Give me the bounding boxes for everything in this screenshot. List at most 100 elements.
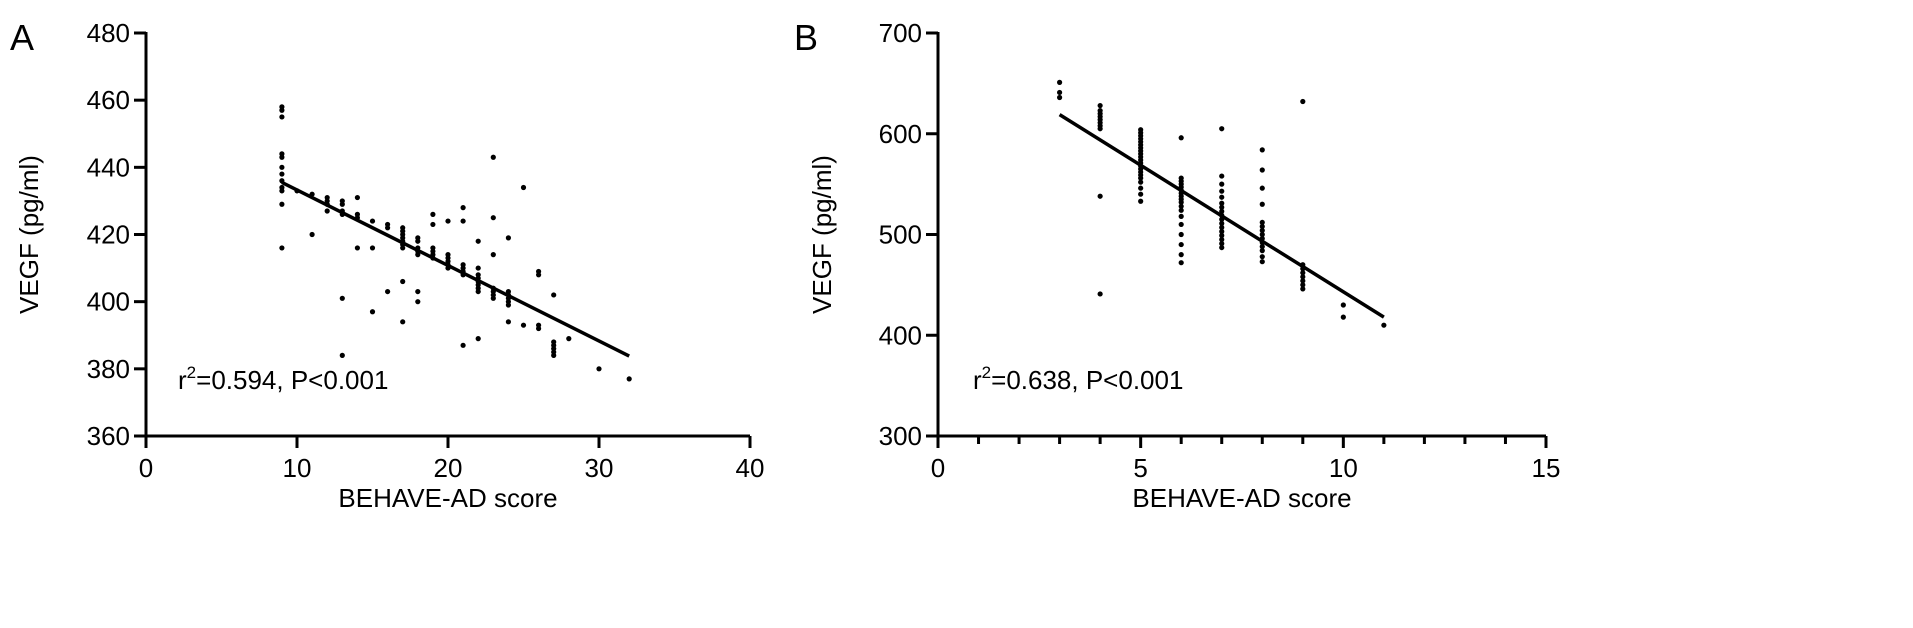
data-point [1219, 236, 1225, 243]
data-point [1219, 188, 1225, 194]
data-point [385, 225, 391, 231]
data-point [1178, 199, 1184, 205]
x-axis-label: BEHAVE-AD score [1132, 483, 1351, 513]
data-point [279, 188, 285, 194]
data-point [1097, 291, 1103, 297]
data-point [1057, 79, 1063, 85]
stats-text: =0.594, P<0.001 [196, 365, 388, 395]
y-tick-label: 380 [87, 354, 130, 384]
data-point [460, 342, 466, 348]
data-point [566, 336, 572, 342]
data-point [1219, 220, 1225, 227]
data-point [520, 322, 527, 328]
data-point [279, 107, 285, 113]
y-tick-label: 500 [879, 220, 922, 250]
panel-label: A [10, 17, 34, 58]
data-point [279, 164, 285, 170]
r-symbol: r [973, 365, 982, 395]
data-point [1340, 314, 1346, 320]
y-tick-label: 440 [87, 152, 130, 182]
data-point [1178, 207, 1184, 213]
data-point [490, 154, 496, 160]
x-axis-label: BEHAVE-AD score [338, 483, 557, 513]
data-point [1340, 302, 1346, 308]
data-point [1219, 200, 1225, 206]
data-point [430, 221, 436, 228]
data-point [369, 218, 376, 224]
data-point [279, 201, 285, 207]
data-point [415, 252, 421, 258]
data-point [309, 231, 315, 238]
data-point [1300, 98, 1306, 105]
data-point [324, 208, 330, 214]
data-point [1300, 270, 1306, 276]
y-tick-label: 360 [87, 421, 130, 451]
data-point [1097, 126, 1103, 132]
data-point [505, 302, 511, 308]
data-point [475, 238, 481, 244]
data-point [1259, 219, 1265, 226]
data-point [1259, 254, 1265, 260]
data-point [415, 288, 421, 295]
data-point [1138, 175, 1144, 181]
y-axis-label: VEGF (pg/ml) [807, 155, 837, 314]
data-point [536, 272, 542, 278]
chart-panel-a: A 360 380 400 420 440 460 480 0 10 20 30 40 BEHAVE-AD… [0, 0, 956, 628]
y-tick-label: 300 [879, 421, 922, 451]
data-point [279, 245, 285, 251]
data-point [1300, 274, 1306, 280]
stats-annotation: r2=0.638, P<0.001 [973, 363, 1183, 395]
data-point [1219, 126, 1225, 132]
scatter-chart-a: A 360 380 400 420 440 460 480 0 10 20 30 40 BEHAVE-AD… [10, 17, 765, 513]
data-point [626, 376, 632, 382]
data-point [1259, 223, 1265, 230]
data-point [1259, 201, 1265, 207]
data-point [1178, 213, 1184, 219]
chart-panel-b: B 300 400 500 600 700 0 5 10 15 BEHAVE-AD score VEG… [794, 0, 1913, 628]
data-point [1138, 185, 1144, 191]
data-point [1178, 260, 1184, 266]
data-point [1097, 102, 1103, 109]
data-point [505, 235, 511, 241]
data-point [1219, 173, 1225, 179]
data-point [1381, 322, 1387, 328]
data-point [1219, 244, 1225, 251]
y-tick-label: 700 [879, 18, 922, 48]
r-exponent: 2 [982, 363, 991, 382]
data-point [1178, 241, 1184, 248]
data-point [445, 218, 451, 224]
data-point [1300, 278, 1306, 284]
data-point [1259, 259, 1265, 265]
data-point [1219, 194, 1225, 200]
data-point [279, 154, 285, 160]
data-point [1057, 89, 1063, 96]
data-point [339, 295, 345, 301]
y-tick-label: 420 [87, 220, 130, 250]
data-point [475, 288, 481, 295]
data-point [354, 245, 360, 251]
y-tick-label: 400 [87, 287, 130, 317]
data-point [1097, 193, 1103, 199]
data-point [400, 278, 406, 285]
data-point [279, 114, 285, 120]
data-point [1219, 232, 1225, 239]
data-point [536, 325, 542, 332]
data-point [475, 265, 481, 271]
data-point [339, 352, 345, 358]
regression-line [1058, 113, 1385, 319]
data-point [596, 366, 602, 372]
data-point [369, 309, 376, 315]
data-point [1138, 191, 1144, 197]
data-point [279, 171, 285, 177]
stats-text: =0.638, P<0.001 [991, 365, 1183, 395]
scatter-chart-b: B 300 400 500 600 700 0 5 10 15 BEHAVE-AD score VEG… [794, 17, 1560, 513]
x-tick-label: 0 [139, 453, 153, 483]
data-point [430, 211, 436, 217]
data-point [1259, 243, 1265, 250]
x-tick-label: 10 [1329, 453, 1358, 483]
data-point [354, 194, 360, 201]
data-point [385, 288, 391, 295]
x-tick-label: 0 [931, 453, 945, 483]
x-tick-label: 40 [736, 453, 765, 483]
data-point [369, 245, 376, 251]
